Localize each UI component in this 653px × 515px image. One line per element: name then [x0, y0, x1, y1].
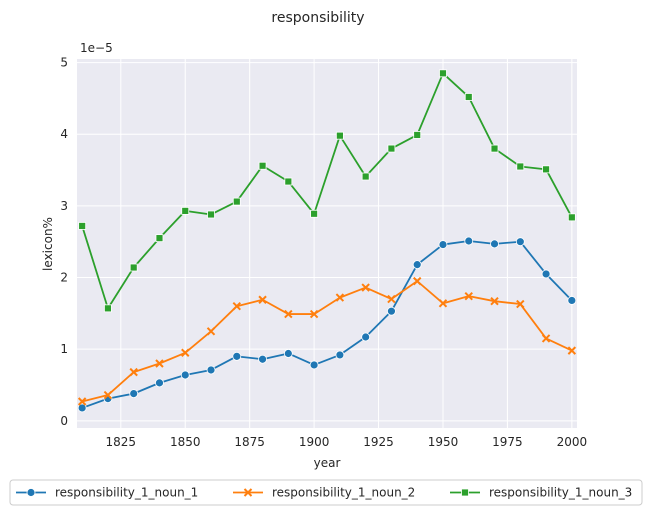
legend-label: responsibility_1_noun_1 [55, 486, 198, 500]
series-line [81, 72, 573, 310]
data-point [155, 359, 164, 368]
data-point [78, 222, 87, 230]
data-point [155, 378, 164, 388]
data-point [515, 237, 525, 247]
data-point [309, 360, 319, 370]
data-point [464, 93, 473, 101]
data-point [361, 283, 370, 292]
data-point [77, 397, 87, 406]
data-point [155, 234, 164, 243]
x-axis-label: year [314, 456, 341, 470]
data-point [232, 351, 242, 361]
data-point [361, 332, 371, 342]
data-point [464, 236, 474, 246]
data-point [335, 131, 344, 140]
data-point [103, 390, 113, 400]
data-point [232, 197, 241, 206]
data-point [26, 488, 36, 497]
legend: responsibility_1_noun_1 responsibility_1_… [9, 479, 643, 506]
data-point [284, 309, 293, 319]
data-point [413, 131, 422, 139]
data-point [567, 296, 577, 305]
data-point [387, 144, 396, 153]
x-tick-label: 1950 [428, 435, 459, 449]
x-tick-label: 1925 [363, 435, 394, 449]
data-point [387, 294, 396, 304]
data-point [181, 348, 190, 357]
y-tick-label: 2 [60, 271, 68, 285]
legend-label: responsibility_1_noun_2 [272, 486, 415, 500]
y-tick-label: 1 [60, 342, 68, 356]
y-tick-label: 5 [60, 56, 68, 70]
data-point [181, 206, 190, 215]
legend-item-2: responsibility_1_noun_2 [233, 486, 415, 500]
data-point [541, 334, 551, 343]
data-point [129, 367, 138, 377]
data-point [310, 209, 319, 218]
data-point [464, 291, 473, 301]
y-tick-label: 0 [60, 414, 68, 428]
data-point [104, 304, 112, 313]
series-2 [77, 276, 577, 406]
x-tick-label: 1975 [492, 435, 523, 449]
data-point [284, 177, 293, 186]
data-point [309, 309, 319, 319]
data-point [232, 301, 242, 311]
data-point [180, 370, 190, 380]
data-point [438, 240, 448, 249]
data-point [258, 295, 267, 304]
y-tick-label: 4 [60, 127, 68, 141]
y-tick-labels: 0 1 2 3 4 5 [60, 56, 68, 428]
series-1 [77, 236, 577, 413]
x-tick-label: 1850 [170, 435, 201, 449]
legend-item-3: responsibility_1_noun_3 [450, 486, 632, 500]
x-tick-label: 1875 [234, 435, 265, 449]
legend-item-1: responsibility_1_noun_1 [16, 486, 198, 500]
data-point [335, 350, 345, 360]
data-point [412, 276, 422, 286]
data-point [490, 144, 499, 153]
y-offset-label: 1e−5 [80, 41, 113, 55]
data-point [542, 165, 550, 174]
data-point [283, 349, 293, 358]
x-tick-label: 1900 [299, 435, 330, 449]
series-line [81, 280, 573, 403]
series-3 [78, 69, 576, 313]
data-point [243, 488, 253, 497]
series-lines [77, 69, 577, 413]
x-tick-label: 1825 [106, 435, 137, 449]
data-point [361, 172, 370, 181]
data-point [516, 162, 525, 171]
data-point [335, 293, 345, 302]
data-point [567, 346, 577, 355]
y-tick-label: 3 [60, 199, 68, 213]
data-point [516, 299, 525, 309]
y-axis-label: lexicon% [41, 217, 55, 271]
data-point [206, 327, 216, 336]
x-tick-label: 2000 [557, 435, 588, 449]
data-point [412, 260, 422, 270]
data-point [541, 269, 551, 279]
data-point [206, 365, 216, 375]
data-point [129, 389, 139, 399]
legend-frame [9, 479, 643, 506]
data-point [207, 210, 215, 219]
data-point [438, 299, 448, 308]
data-point [439, 69, 447, 78]
data-point [567, 213, 576, 222]
data-point [387, 306, 396, 316]
data-point [258, 354, 267, 364]
x-tick-labels: 1825 1850 1875 1900 1925 1950 1975 2000 [106, 435, 588, 449]
data-point [490, 239, 499, 249]
data-point [129, 263, 138, 272]
data-point [258, 161, 267, 170]
data-point [461, 488, 469, 497]
chart-title: responsibility [271, 10, 364, 26]
data-point [490, 296, 499, 306]
data-point [77, 403, 87, 413]
legend-label: responsibility_1_noun_3 [489, 486, 632, 500]
grid-lines [77, 59, 577, 428]
